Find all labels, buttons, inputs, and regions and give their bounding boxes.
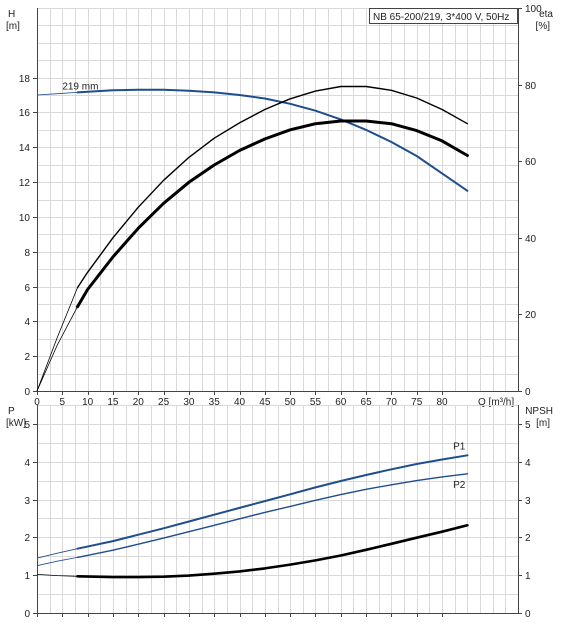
y-left-tick-label: 0 <box>24 609 30 620</box>
y-right-axis-title: NPSH <box>525 406 553 417</box>
y-right-axis-unit: [m] <box>536 418 550 429</box>
y-left-tick-label: 10 <box>19 213 31 224</box>
y-left-tick-label: 4 <box>24 458 30 469</box>
x-tick-label: 60 <box>335 397 347 408</box>
y-right-tick-label: 20 <box>525 310 537 321</box>
x-tick-label: 20 <box>133 397 145 408</box>
series-label: P2 <box>453 480 466 491</box>
chart-title: NB 65-200/219, 3*400 V, 50Hz <box>373 12 509 23</box>
x-tick-label: 75 <box>411 397 423 408</box>
y-left-tick-label: 18 <box>19 74 31 85</box>
series-line-extension <box>36 287 78 392</box>
x-tick-label: 10 <box>82 397 94 408</box>
y-left-tick-label: 0 <box>24 387 30 398</box>
series-line <box>76 88 469 192</box>
y-left-tick-label: 1 <box>24 571 30 582</box>
x-tick-label: 30 <box>183 397 195 408</box>
y-left-tick-label: 3 <box>24 496 30 507</box>
x-tick-label: 5 <box>60 397 66 408</box>
series-line-extension <box>36 574 78 577</box>
chart-title-box <box>369 8 518 24</box>
y-right-tick-label: 100 <box>525 4 542 15</box>
x-tick-label: 55 <box>310 397 322 408</box>
y-right-tick-label: 4 <box>525 458 531 469</box>
series-line-extension <box>36 557 78 567</box>
head-efficiency-chart: 0 2 4 6 8 10 12 14 16 18 0 20 40 60 80 100 H[m] eta[%] 0 5 1… <box>6 4 553 408</box>
y-left-axis-unit: [kW] <box>6 418 26 429</box>
series-line <box>76 85 469 289</box>
y-left-axis-unit: [m] <box>6 21 20 32</box>
y-left-tick-label: 2 <box>24 352 30 363</box>
series-line-extension <box>36 306 78 392</box>
y-left-tick-label: 4 <box>24 317 30 328</box>
x-tick-label: 65 <box>361 397 373 408</box>
series-label: P1 <box>453 441 466 452</box>
y-left-tick-label: 6 <box>24 283 30 294</box>
x-tick-label: 35 <box>209 397 221 408</box>
series-line-extension <box>36 548 78 559</box>
x-tick-label: 40 <box>234 397 246 408</box>
y-right-tick-label: 3 <box>525 496 531 507</box>
x-tick-label: 70 <box>386 397 398 408</box>
x-tick-label: 45 <box>259 397 271 408</box>
y-left-tick-label: 2 <box>24 533 30 544</box>
series-line <box>76 473 469 559</box>
x-tick-label: 50 <box>285 397 297 408</box>
y-right-tick-label: 0 <box>525 387 531 398</box>
y-left-tick-label: 16 <box>19 108 31 119</box>
x-tick-label: 25 <box>158 397 170 408</box>
x-tick-label: 0 <box>34 397 40 408</box>
series-line <box>76 523 469 579</box>
y-right-tick-label: 60 <box>525 157 537 168</box>
curve-annotation: 219 mm <box>62 81 98 92</box>
y-left-tick-label: 14 <box>19 143 31 154</box>
y-right-tick-label: 80 <box>525 81 537 92</box>
y-right-tick-label: 5 <box>525 420 531 431</box>
y-left-tick-label: 5 <box>24 420 30 431</box>
y-left-axis-title: H <box>8 9 15 20</box>
y-left-tick-label: 12 <box>19 178 31 189</box>
y-left-axis-title: P <box>8 406 15 417</box>
x-axis-title: Q [m³/h] <box>478 397 514 408</box>
y-right-tick-label: 2 <box>525 533 531 544</box>
x-tick-label: 80 <box>436 397 448 408</box>
series-line <box>76 119 469 309</box>
y-right-axis-unit: [%] <box>536 21 551 32</box>
y-left-tick-label: 8 <box>24 248 30 259</box>
y-right-tick-label: 40 <box>525 234 537 245</box>
series-line-extension <box>36 92 78 96</box>
y-right-axis-title: eta <box>539 9 553 20</box>
y-right-tick-label: 0 <box>525 609 531 620</box>
x-tick-label: 15 <box>107 397 119 408</box>
series-line <box>76 454 469 550</box>
y-right-tick-label: 1 <box>525 571 531 582</box>
